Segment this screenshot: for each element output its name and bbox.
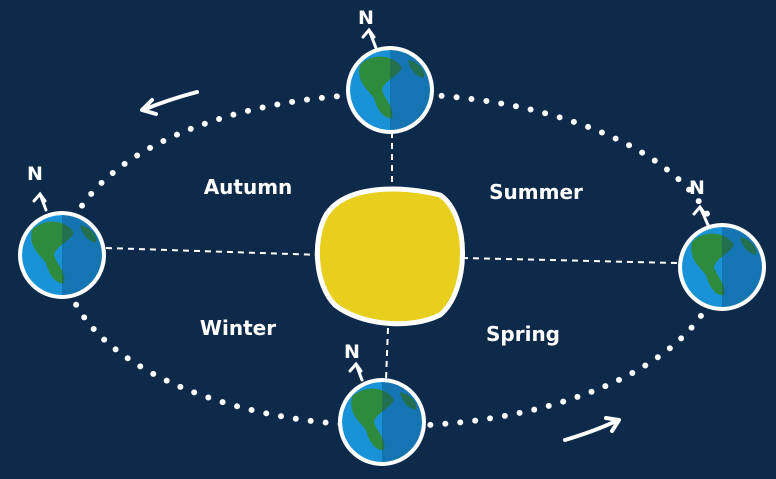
season-label: Summer <box>489 180 583 204</box>
north-label: N <box>27 163 43 185</box>
season-label: Autumn <box>204 175 293 199</box>
north-label: N <box>358 7 374 29</box>
north-label: N <box>689 177 705 199</box>
dashed-lines <box>105 132 679 381</box>
axis-arrows <box>32 27 710 382</box>
sun <box>314 186 465 327</box>
north-label: N <box>344 341 360 363</box>
direction-arrows <box>140 90 621 442</box>
season-label: Spring <box>486 322 560 346</box>
season-label: Winter <box>200 316 276 340</box>
